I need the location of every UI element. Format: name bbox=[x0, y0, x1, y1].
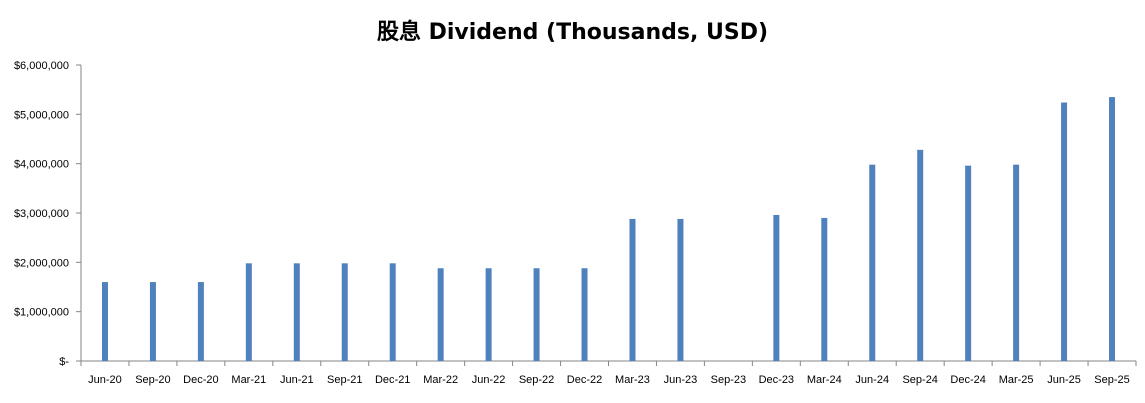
x-tick-label: Sep-23 bbox=[711, 374, 746, 386]
x-tick-label: Dec-21 bbox=[375, 374, 410, 386]
bar-sep-21 bbox=[341, 263, 348, 361]
y-tick-label: $5,000,000 bbox=[14, 109, 69, 121]
x-axis: Jun-20 Sep-20 Dec-20 Mar-21 Jun-21 Sep-21 Dec-… bbox=[80, 360, 1137, 386]
bar-dec-23 bbox=[773, 214, 780, 361]
bar-jun-23 bbox=[677, 218, 684, 361]
bars bbox=[101, 97, 1116, 362]
x-tick-label: Sep-20 bbox=[135, 374, 170, 386]
x-tick-label: Jun-23 bbox=[664, 374, 698, 386]
bar-mar-21 bbox=[245, 263, 252, 361]
x-tick-label: Jun-24 bbox=[855, 374, 889, 386]
bar-dec-22 bbox=[581, 268, 588, 361]
bar-jun-24 bbox=[869, 164, 876, 361]
bar-jun-25 bbox=[1061, 102, 1068, 361]
bar-sep-25 bbox=[1109, 97, 1116, 362]
x-tick-label: Dec-22 bbox=[567, 374, 602, 386]
bar-mar-25 bbox=[1013, 164, 1020, 361]
bar-dec-24 bbox=[965, 165, 972, 361]
x-tick-label: Sep-21 bbox=[327, 374, 362, 386]
x-tick-label: Mar-23 bbox=[615, 374, 650, 386]
y-tick-label: $- bbox=[59, 356, 69, 368]
bar-jun-20 bbox=[101, 282, 108, 361]
y-tick-label: $4,000,000 bbox=[14, 159, 69, 171]
bar-jun-22 bbox=[485, 268, 492, 361]
x-tick-label: Dec-24 bbox=[950, 374, 985, 386]
bar-sep-22 bbox=[533, 268, 540, 361]
bar-mar-23 bbox=[629, 218, 636, 361]
x-tick-label: Sep-24 bbox=[902, 374, 937, 386]
y-tick-label: $2,000,000 bbox=[14, 257, 69, 269]
bar-mar-24 bbox=[821, 217, 828, 361]
x-tick-label: Jun-22 bbox=[472, 374, 506, 386]
x-tick-label: Jun-21 bbox=[280, 374, 314, 386]
x-tick-label: Mar-22 bbox=[423, 374, 458, 386]
bar-dec-21 bbox=[389, 263, 396, 361]
x-tick-label: Mar-21 bbox=[231, 374, 266, 386]
x-tick-label: Sep-25 bbox=[1094, 374, 1129, 386]
x-tick-label: Mar-25 bbox=[999, 374, 1034, 386]
y-tick-label: $3,000,000 bbox=[14, 208, 69, 220]
x-tick-label: Dec-23 bbox=[759, 374, 794, 386]
y-axis: $- $1,000,000 $2,000,000 $3,000,000 $4,000,0… bbox=[14, 60, 82, 368]
x-tick-label: Jun-25 bbox=[1047, 374, 1081, 386]
bar-mar-22 bbox=[437, 268, 444, 361]
bar-dec-20 bbox=[197, 282, 204, 361]
x-tick-label: Mar-24 bbox=[807, 374, 842, 386]
bar-jun-21 bbox=[293, 263, 300, 361]
x-tick-label: Sep-22 bbox=[519, 374, 554, 386]
y-tick-label: $6,000,000 bbox=[14, 60, 69, 72]
bar-sep-24 bbox=[917, 149, 924, 361]
chart-title: 股息 Dividend (Thousands, USD) bbox=[376, 20, 769, 45]
x-tick-label: Jun-20 bbox=[88, 374, 122, 386]
y-tick-label: $1,000,000 bbox=[14, 307, 69, 319]
bar-sep-20 bbox=[149, 282, 156, 361]
x-tick-label: Dec-20 bbox=[183, 374, 218, 386]
